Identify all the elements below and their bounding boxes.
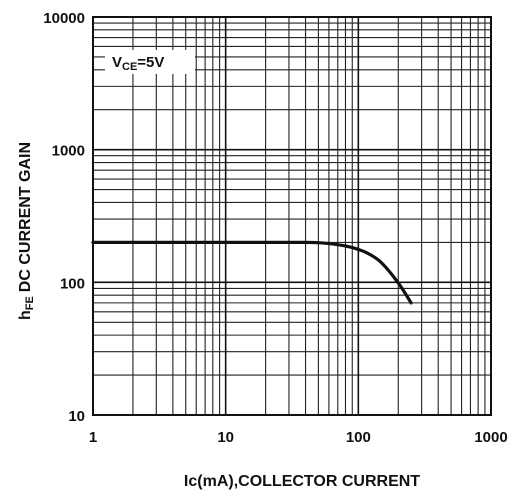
x-tick-label: 100	[346, 429, 371, 446]
y-axis-title-subscript: FE	[24, 296, 36, 310]
y-tick-label: 10	[68, 408, 85, 425]
x-axis-title: Ic(mA),COLLECTOR CURRENT	[184, 473, 420, 490]
vce-rest: =5V	[137, 54, 164, 71]
x-tick-label: 1000	[474, 429, 507, 446]
x-tick-label: 1	[89, 429, 97, 446]
y-axis-title: hFE DC CURRENT GAIN	[17, 142, 36, 320]
y-tick-label: 10000	[43, 10, 85, 27]
plot-frame	[92, 16, 492, 416]
y-axis-title-symbol: h	[17, 310, 34, 320]
major-grid	[92, 16, 492, 416]
y-tick-labels: 10 100 1000 10000	[43, 10, 85, 425]
annotation-background	[105, 50, 195, 74]
y-tick-label: 100	[60, 275, 85, 292]
vce-annotation: VCE=5V	[112, 54, 164, 73]
y-axis-title-rest: DC CURRENT GAIN	[17, 142, 34, 292]
vce-sub: CE	[122, 61, 137, 73]
y-tick-label: 1000	[52, 143, 85, 160]
minor-grid	[93, 17, 491, 415]
vce-main: V	[112, 54, 122, 71]
x-tick-labels: 1 10 100 1000	[89, 429, 508, 446]
x-tick-label: 10	[217, 429, 234, 446]
series-line	[91, 240, 413, 305]
